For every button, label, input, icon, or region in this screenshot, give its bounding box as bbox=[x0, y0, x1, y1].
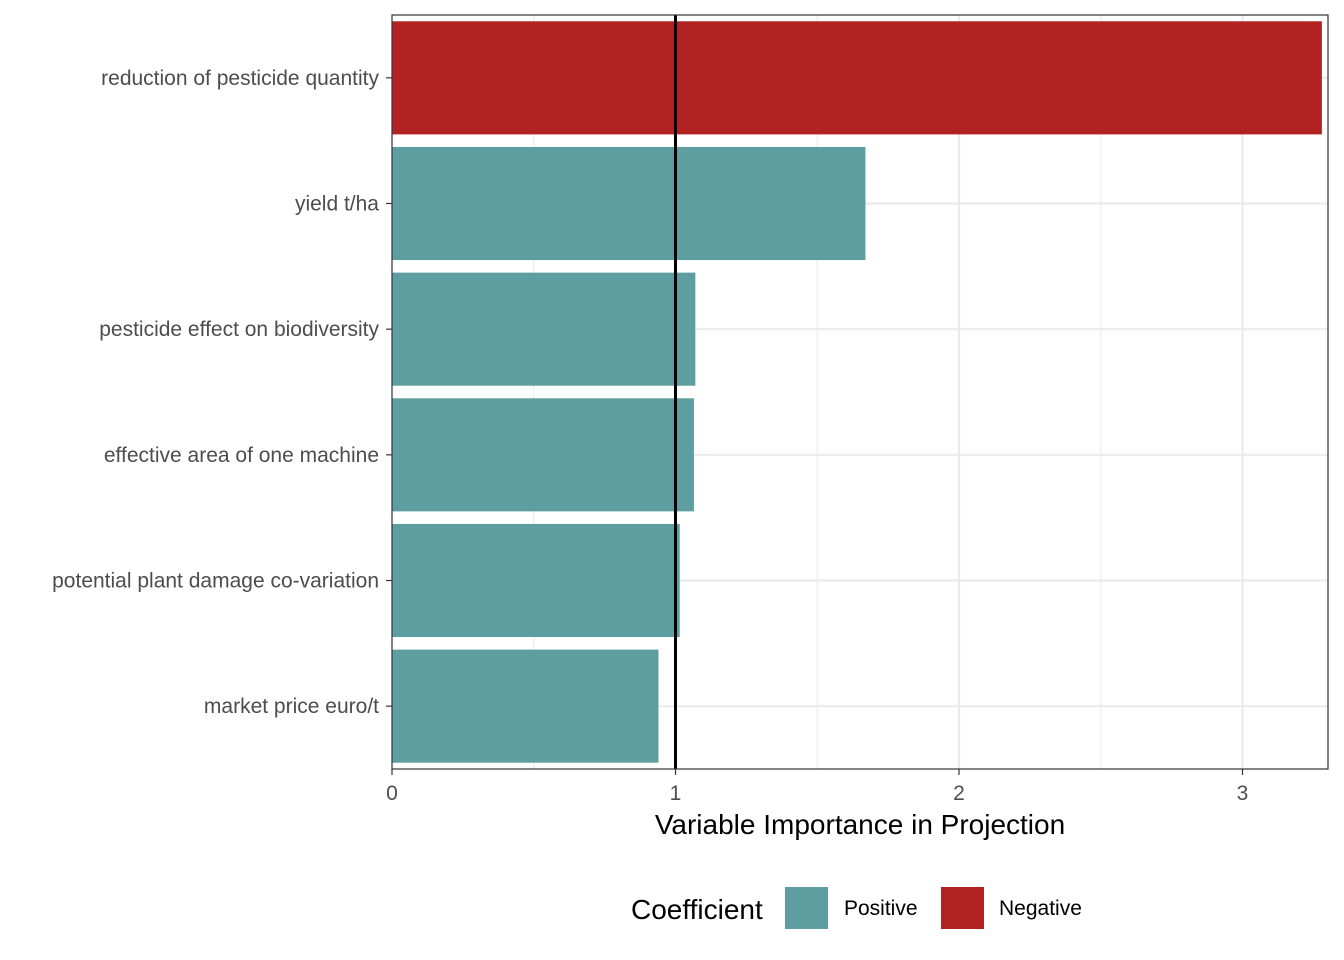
legend-swatch-negative bbox=[941, 887, 984, 929]
y-tick-label: potential plant damage co-variation bbox=[52, 570, 379, 593]
x-tick-label: 2 bbox=[953, 782, 965, 805]
y-tick-label: market price euro/t bbox=[204, 695, 379, 718]
legend-title: Coefficient bbox=[631, 894, 763, 925]
legend-label-negative: Negative bbox=[999, 897, 1082, 920]
bar bbox=[392, 272, 696, 386]
legend: Coefficient Positive Negative bbox=[631, 887, 1082, 929]
x-tick-label: 3 bbox=[1237, 782, 1249, 805]
x-axis: 0 1 2 3 bbox=[386, 769, 1248, 805]
legend-swatch-positive bbox=[785, 887, 828, 929]
legend-label-positive: Positive bbox=[844, 897, 918, 920]
y-axis: reduction of pesticide quantity yield t/h… bbox=[52, 67, 392, 718]
y-tick-label: effective area of one machine bbox=[104, 444, 379, 467]
bar bbox=[392, 146, 866, 261]
bar bbox=[392, 398, 694, 512]
plot-panel-border bbox=[391, 14, 1329, 770]
y-tick-label: pesticide effect on biodiversity bbox=[99, 318, 379, 341]
bar bbox=[392, 649, 659, 763]
y-tick-label: reduction of pesticide quantity bbox=[101, 67, 379, 90]
bar bbox=[392, 21, 1322, 135]
bar bbox=[392, 523, 680, 638]
x-tick-label: 0 bbox=[386, 782, 398, 805]
x-axis-title: Variable Importance in Projection bbox=[655, 809, 1065, 840]
x-tick-label: 1 bbox=[670, 782, 682, 805]
bars bbox=[392, 21, 1322, 763]
y-tick-label: yield t/ha bbox=[295, 193, 379, 216]
plot-panel-bg bbox=[392, 15, 1328, 769]
